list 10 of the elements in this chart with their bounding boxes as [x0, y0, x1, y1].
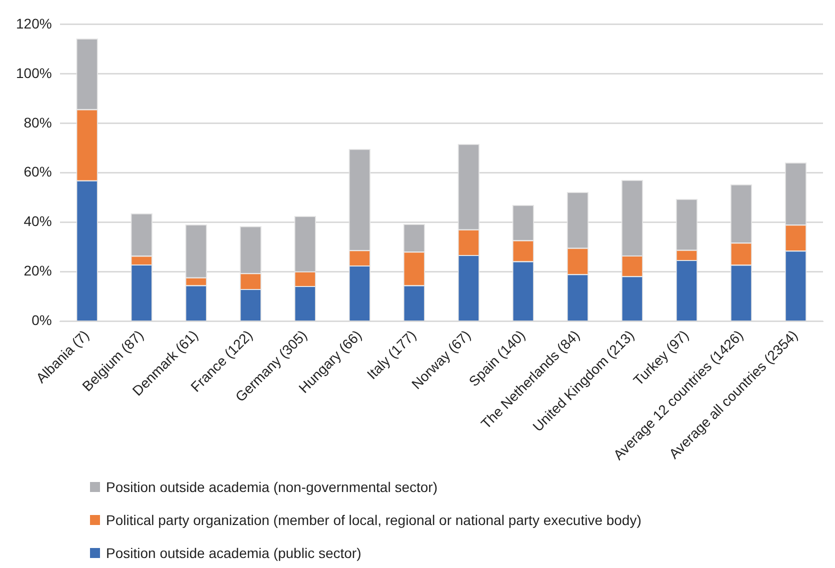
legend-label: Position outside academia (public sector) [106, 544, 362, 560]
y-tick-label: 20% [24, 262, 52, 279]
y-tick-label: 80% [24, 114, 52, 130]
y-tick-label: 100% [16, 64, 52, 81]
y-tick-label: 120% [16, 15, 52, 32]
legend-label: Position outside academia (non-governmental sector) [106, 478, 438, 494]
y-tick-label: 0% [32, 312, 52, 328]
y-tick-label: 40% [24, 213, 52, 230]
legend-label: Political party organization (member of local, regional or national party executive body) [106, 512, 642, 528]
y-tick-label: 60% [24, 164, 52, 180]
